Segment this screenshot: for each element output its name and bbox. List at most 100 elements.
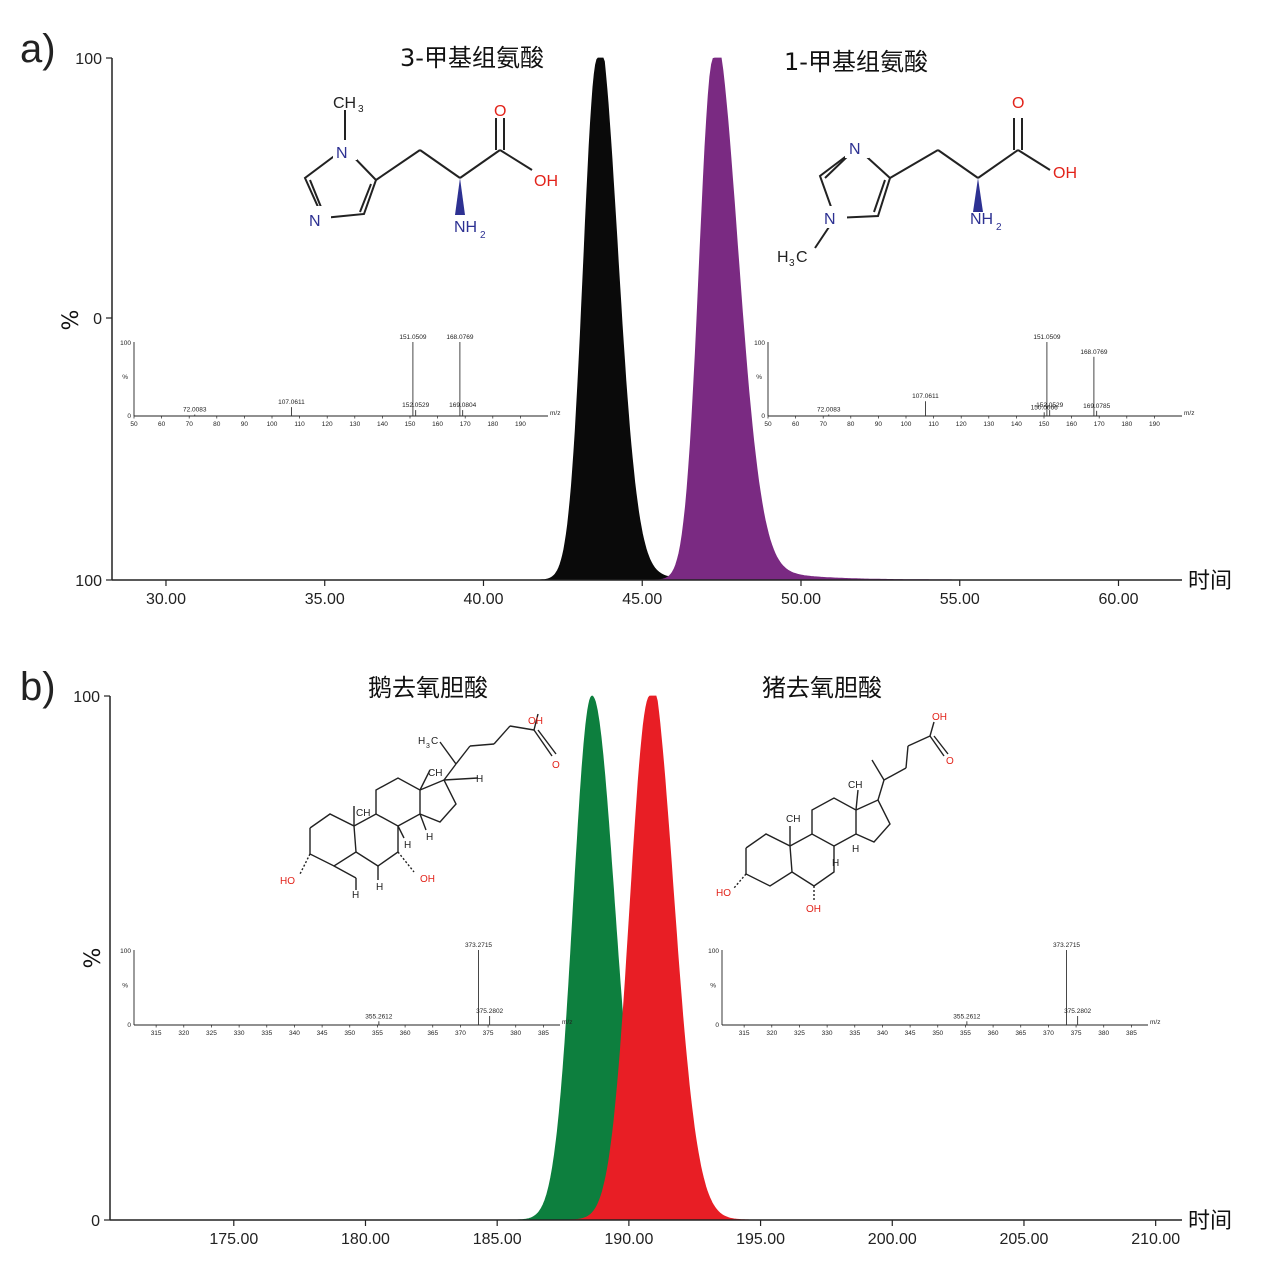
panel-b-ytick-top: 100 (73, 689, 100, 706)
ms-peak-label: 168.0769 (446, 334, 473, 341)
inset-ytick-top: 100 (708, 948, 719, 955)
inset-ylabel: % (122, 983, 128, 990)
ms-inset-chenodeoxycholic-acid: 100% 0 m/z 315 320 325 330 335 340 345 350 355 360 36… (120, 942, 572, 1037)
atom-ho: HO (280, 876, 295, 887)
inset-x-tick-label: 320 (178, 1030, 189, 1037)
ms-peak-label: 355.2612 (365, 1013, 392, 1020)
atom-ch3: CH (848, 780, 862, 791)
inset-x-tick-label: 350 (932, 1030, 943, 1037)
inset-x-tick-label: 180 (1121, 421, 1132, 428)
atom-subscript: 3 (358, 104, 364, 115)
inset-x-tick-label: 335 (849, 1030, 860, 1037)
ms-peak-label: 150.0666 (1031, 404, 1058, 411)
inset-x-tick-label: 355 (372, 1030, 383, 1037)
inset-x-tick-label: 330 (822, 1030, 833, 1037)
atom-oh: OH (806, 904, 821, 915)
inset-x-tick-label: 345 (905, 1030, 916, 1037)
inset-x-tick-label: 140 (377, 421, 388, 428)
atom-h: H (352, 890, 359, 901)
compound-label-hyodeoxycholic-acid: 猪去氧胆酸 (762, 674, 882, 702)
atom-h: H (832, 858, 839, 869)
inset-x-tick-label: 110 (928, 421, 939, 428)
inset-x-tick-label: 100 (267, 421, 278, 428)
inset-x-tick-label: 70 (820, 421, 828, 428)
inset-x-tick-label: 345 (317, 1030, 328, 1037)
inset-x-tick-label: 315 (739, 1030, 750, 1037)
atom-h: H (476, 774, 483, 785)
atom-ch3: CH (428, 768, 442, 779)
atom-ch3: CH (333, 95, 356, 112)
panel-a-x-ticks: 30.00 35.00 40.00 45.00 50.00 55.00 60.00 (146, 580, 1139, 608)
inset-unit-label: m/z (550, 410, 560, 417)
inset-x-tick-label: 370 (455, 1030, 466, 1037)
atom-h: H (376, 882, 383, 893)
inset-x-tick-label: 190 (515, 421, 526, 428)
structure-1-methylhistidine: N N H 3 C O OH NH 2 (777, 95, 1077, 269)
atom-oh: OH (534, 173, 558, 190)
atom-n: N (336, 145, 348, 162)
atom-c: C (431, 736, 438, 747)
inset-x-tick-label: 355 (960, 1030, 971, 1037)
inset-x-tick-label: 385 (538, 1030, 549, 1037)
atom-o: O (552, 760, 560, 771)
ms-peak-label: 168.0769 (1080, 349, 1107, 356)
x-tick-label: 185.00 (473, 1231, 522, 1248)
ms-peak-label: 151.0509 (1033, 334, 1060, 341)
inset-x-tick-label: 60 (158, 421, 166, 428)
x-tick-label: 40.00 (463, 591, 503, 608)
inset-x-tick-label: 50 (764, 421, 772, 428)
atom-nh2: NH (454, 219, 477, 236)
inset-ylabel: % (122, 374, 128, 381)
ms-peak-label: 152.0529 (1036, 402, 1063, 409)
inset-ytick-bottom: 0 (761, 413, 765, 420)
inset-x-tick-label: 340 (289, 1030, 300, 1037)
inset-ytick-bottom: 0 (715, 1022, 719, 1029)
inset-x-tick-label: 385 (1126, 1030, 1137, 1037)
inset-x-tick-label: 190 (1149, 421, 1160, 428)
inset-ylabel: % (756, 374, 762, 381)
atom-c: C (796, 249, 808, 266)
atom-subscript: 2 (996, 222, 1002, 233)
inset-x-tick-label: 90 (241, 421, 249, 428)
ms-peak-label: 72.0083 (183, 407, 207, 414)
compound-label-1-methylhistidine: 1-甲基组氨酸 (784, 48, 928, 76)
inset-x-tick-label: 365 (427, 1030, 438, 1037)
inset-x-tick-label: 130 (983, 421, 994, 428)
inset-x-tick-label: 350 (344, 1030, 355, 1037)
inset-x-tick-label: 340 (877, 1030, 888, 1037)
inset-unit-label: m/z (1150, 1019, 1160, 1026)
x-tick-label: 200.00 (868, 1231, 917, 1248)
inset-unit-label: m/z (1184, 410, 1194, 417)
compound-label-3-methylhistidine: 3-甲基组氨酸 (400, 44, 544, 72)
panel-a-ytick-bottom: 100 (75, 573, 102, 590)
atom-nh2: NH (970, 211, 993, 228)
x-tick-label: 30.00 (146, 591, 186, 608)
ms-peak-label: 373.2715 (465, 942, 492, 949)
panel-a-ytick-mid: 0 (93, 311, 102, 328)
inset-x-tick-label: 370 (1043, 1030, 1054, 1037)
inset-x-tick-label: 50 (130, 421, 138, 428)
inset-ytick-top: 100 (120, 340, 131, 347)
inset-x-tick-label: 120 (956, 421, 967, 428)
x-tick-label: 180.00 (341, 1231, 390, 1248)
inset-x-tick-label: 120 (322, 421, 333, 428)
inset-unit-label: m/z (562, 1019, 572, 1026)
atom-h: H (852, 844, 859, 855)
x-tick-label: 45.00 (622, 591, 662, 608)
atom-h: H (404, 840, 411, 851)
ms-peak-label: 72.0083 (817, 407, 841, 414)
ms-peak-label: 152.0529 (402, 402, 429, 409)
atom-h: H (426, 832, 433, 843)
panel-a-ylabel: % (59, 310, 84, 331)
panel-b-ytick-bottom: 0 (91, 1213, 100, 1230)
panel-b: b) 100 0 % 时间 175.00 180.00 185.00 190.00 19… (20, 665, 1232, 1248)
panel-a-label: a) (20, 27, 56, 71)
structure-3-methylhistidine: N N CH 3 O OH NH 2 (303, 95, 558, 241)
ms-peak-label: 355.2612 (953, 1013, 980, 1020)
inset-x-tick-label: 360 (400, 1030, 411, 1037)
x-tick-label: 210.00 (1131, 1231, 1180, 1248)
inset-x-tick-label: 330 (234, 1030, 245, 1037)
inset-x-tick-label: 90 (875, 421, 883, 428)
inset-x-tick-label: 150 (405, 421, 416, 428)
